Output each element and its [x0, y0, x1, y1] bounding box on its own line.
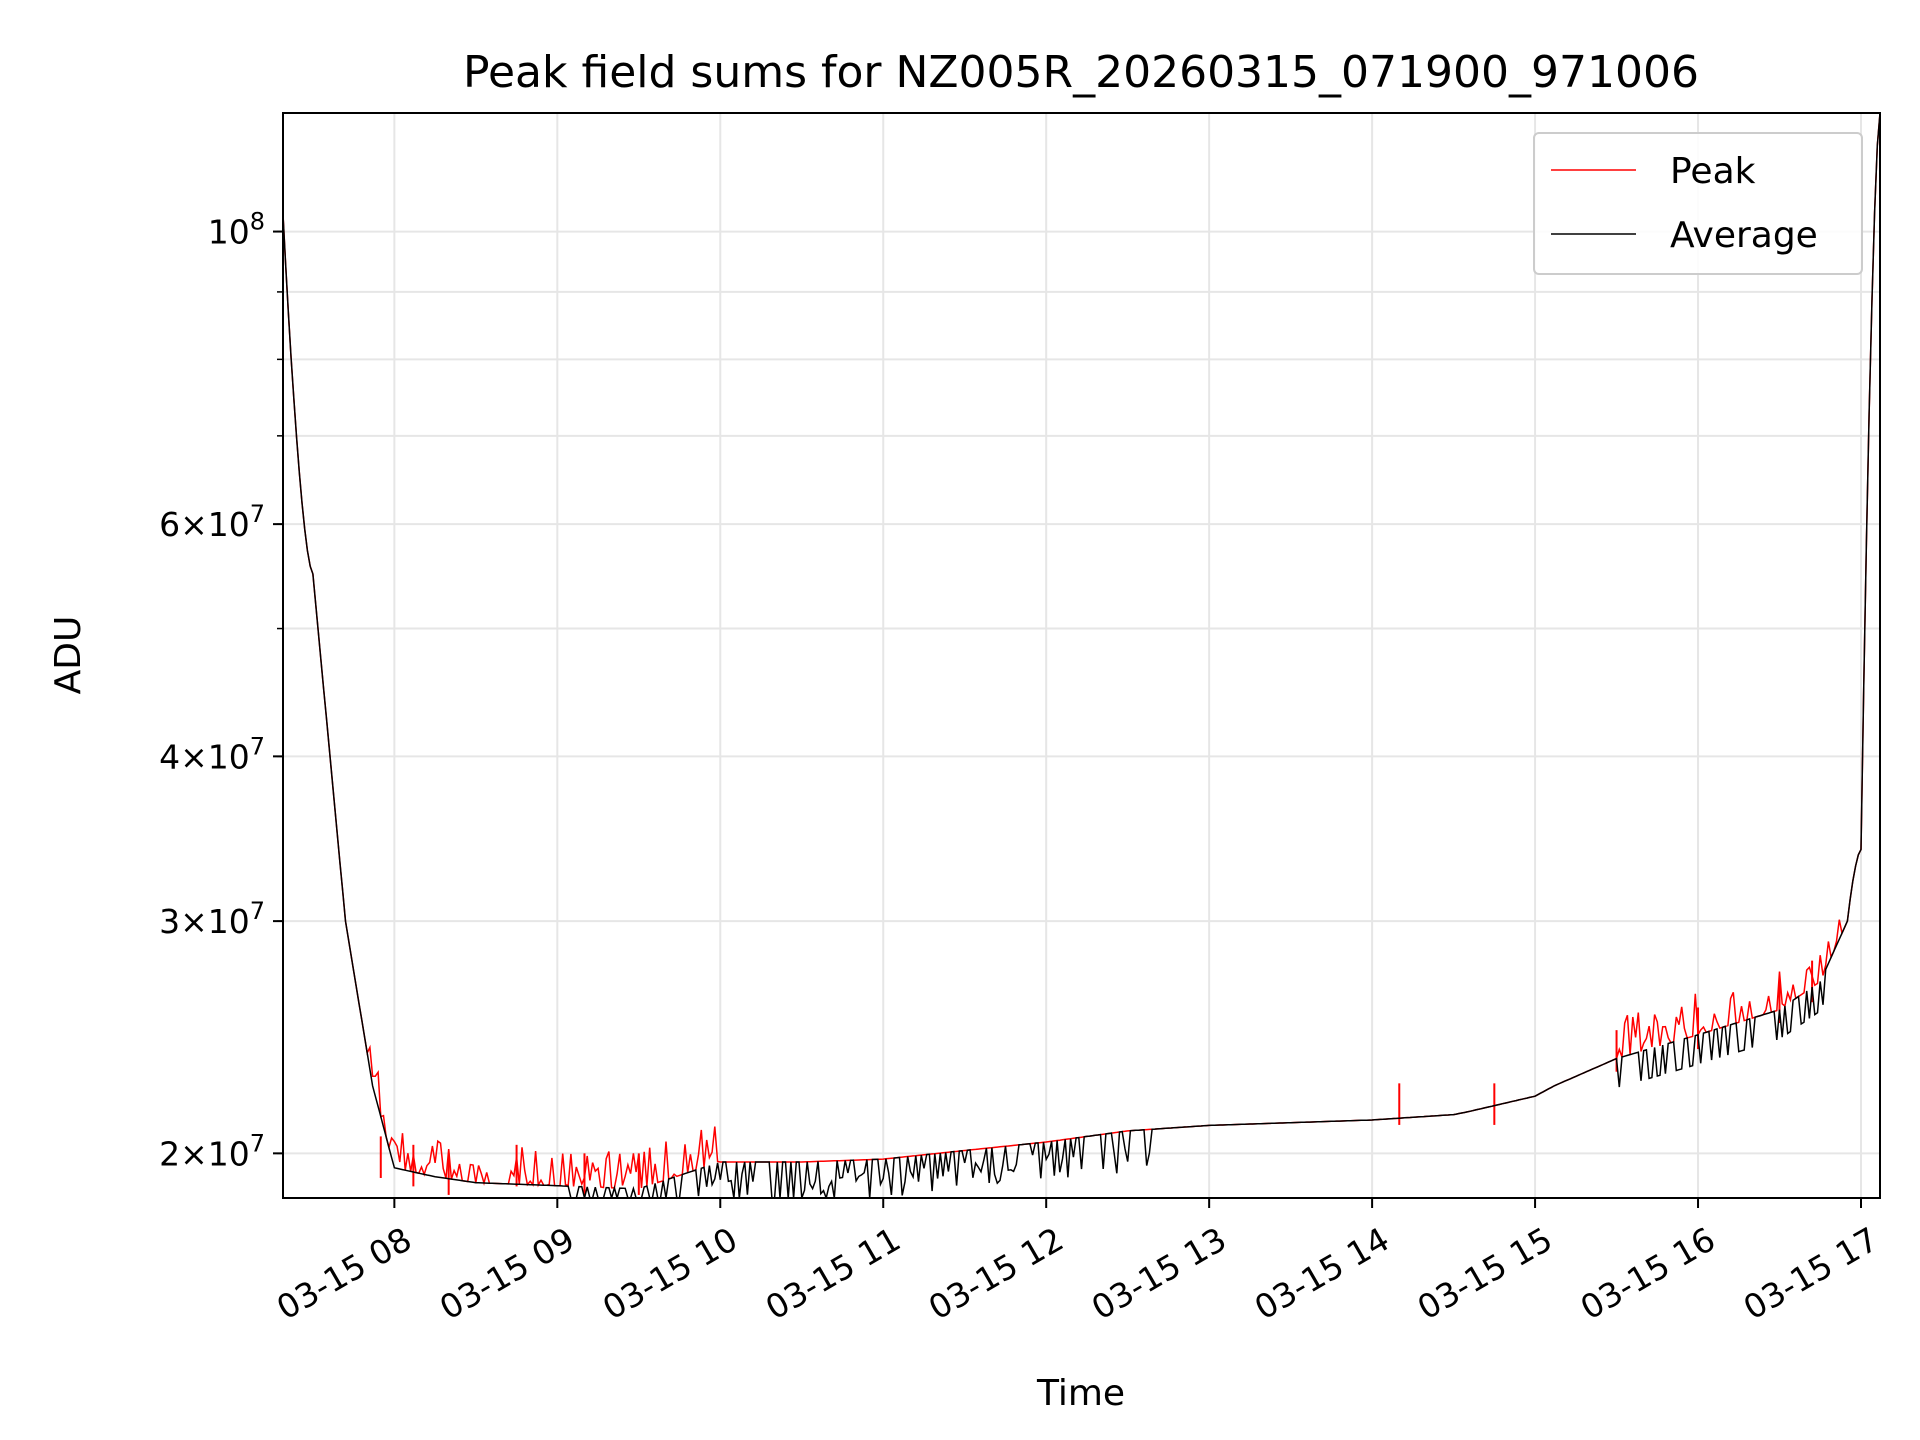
y-tick-label: 108 — [208, 208, 265, 252]
chart-title: Peak field sums for NZ005R_20260315_0719… — [463, 47, 1699, 98]
x-axis-label: Time — [1036, 1373, 1125, 1414]
y-tick-label: 3×107 — [159, 897, 265, 941]
y-tick-label: 6×107 — [159, 500, 265, 544]
legend-label-peak: Peak — [1670, 151, 1756, 192]
y-tick-label: 4×107 — [159, 732, 265, 776]
legend-label-average: Average — [1670, 215, 1818, 256]
legend: Peak Average — [1533, 132, 1863, 275]
series-layer — [283, 113, 1880, 1198]
series-line-average — [283, 113, 1880, 1198]
grid — [283, 113, 1880, 1198]
legend-box — [1533, 132, 1863, 275]
plot-frame — [282, 112, 1881, 1199]
y-axis-label: ADU — [48, 616, 89, 695]
y-tick-label: 2×107 — [159, 1129, 265, 1173]
